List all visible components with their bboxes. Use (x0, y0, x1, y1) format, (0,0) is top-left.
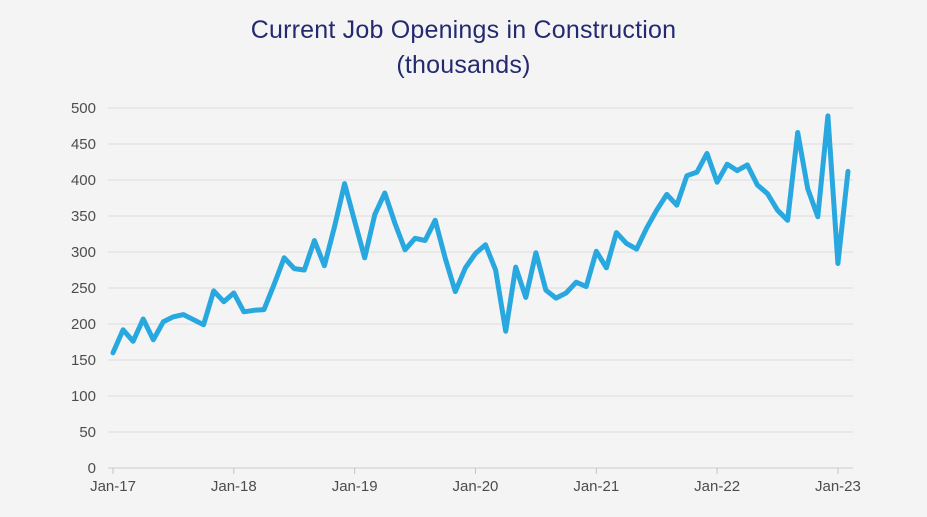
x-tick-label: Jan-18 (211, 478, 257, 495)
chart-title: Current Job Openings in Construction (th… (0, 13, 927, 83)
series-group (110, 113, 851, 356)
y-axis-labels: 0 50 100 150 200 250 300 350 400 450 500 (71, 100, 96, 477)
gridlines (108, 107, 853, 469)
y-tick-label: 500 (71, 100, 96, 117)
y-tick-label: 100 (71, 388, 96, 405)
series-line (110, 113, 851, 356)
y-tick-label: 250 (71, 280, 96, 297)
x-tick-label: Jan-22 (694, 478, 740, 495)
x-tick-label: Jan-19 (332, 478, 378, 495)
x-tick-label: Jan-17 (90, 478, 136, 495)
y-tick-label: 0 (88, 460, 96, 477)
x-axis-labels: Jan-17 Jan-18 Jan-19 Jan-20 Jan-21 Jan-22 Jan-… (90, 478, 861, 495)
x-tick-label: Jan-20 (453, 478, 499, 495)
y-tick-label: 50 (79, 424, 96, 441)
y-tick-label: 450 (71, 136, 96, 153)
x-tick-label: Jan-23 (815, 478, 861, 495)
y-tick-label: 200 (71, 316, 96, 333)
x-axis-ticks (112, 468, 839, 474)
y-tick-label: 300 (71, 244, 96, 261)
x-tick-label: Jan-21 (573, 478, 619, 495)
chart-title-line1: Current Job Openings in Construction (250, 16, 677, 44)
chart-title-line2: (thousands) (396, 51, 531, 79)
y-tick-label: 150 (71, 352, 96, 369)
y-tick-label: 350 (71, 208, 96, 225)
y-tick-label: 400 (71, 172, 96, 189)
